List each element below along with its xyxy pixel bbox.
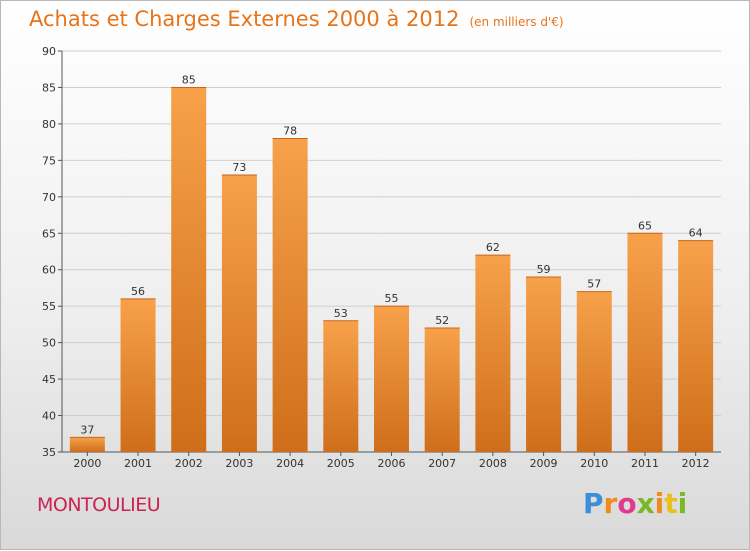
y-tick-label: 80	[42, 118, 56, 131]
y-tick-label: 65	[42, 227, 56, 240]
bar	[120, 298, 156, 452]
bar	[424, 328, 460, 452]
y-tick-label: 40	[42, 410, 56, 423]
value-label: 59	[537, 263, 551, 276]
labels: 37 56 85 73 78 53 55 52 62 59 57 65 64	[80, 73, 702, 436]
x-tick-label: 2001	[124, 457, 152, 470]
bar	[475, 255, 511, 452]
x-tick-label: 2012	[682, 457, 710, 470]
value-label: 85	[182, 73, 196, 86]
value-label: 62	[486, 241, 500, 254]
value-label: 37	[80, 423, 94, 436]
commune-name: MONTOULIEU	[37, 494, 161, 516]
value-label: 55	[385, 292, 399, 305]
bar	[627, 233, 663, 452]
bar	[576, 291, 612, 452]
x-tick-label: 2000	[73, 457, 101, 470]
bar	[221, 174, 257, 453]
x-tick-label: 2002	[175, 457, 203, 470]
y-tick-label: 75	[42, 154, 56, 167]
x-tick-label: 2010	[580, 457, 608, 470]
bar	[69, 437, 105, 452]
x-tick-label: 2005	[327, 457, 355, 470]
value-label: 65	[638, 219, 652, 232]
x-tick-label: 2008	[479, 457, 507, 470]
y-tick-label: 55	[42, 300, 56, 313]
value-label: 78	[283, 124, 297, 137]
chart-title-text: Achats et Charges Externes 2000 à 2012	[29, 7, 460, 31]
bar	[323, 320, 359, 452]
bar	[171, 87, 207, 453]
x-tick-label: 2004	[276, 457, 304, 470]
chart-subtitle: (en milliers d'€)	[469, 15, 564, 29]
x-tick-label: 2011	[631, 457, 659, 470]
value-label: 73	[232, 161, 246, 174]
x-tick-label: 2006	[378, 457, 406, 470]
bar	[678, 240, 714, 452]
bar	[272, 138, 308, 452]
value-label: 53	[334, 307, 348, 320]
chart-title: Achats et Charges Externes 2000 à 2012 (e…	[29, 7, 564, 31]
y-tick-label: 50	[42, 337, 56, 350]
proxiti-logo: Proxiti	[583, 487, 688, 520]
value-label: 56	[131, 285, 145, 298]
y-tick-label: 45	[42, 373, 56, 386]
value-label: 52	[435, 314, 449, 327]
x-tick-label: 2007	[428, 457, 456, 470]
x-tick-label: 2003	[225, 457, 253, 470]
y-tick-label: 35	[42, 446, 56, 459]
value-label: 57	[587, 278, 601, 291]
bars	[69, 86, 714, 453]
y-tick-label: 85	[42, 81, 56, 94]
y-tick-label: 90	[42, 45, 56, 58]
bar	[374, 306, 409, 452]
value-label: 64	[689, 227, 703, 240]
y-tick-label: 70	[42, 191, 56, 204]
x-tick-label: 2009	[530, 457, 558, 470]
y-tick-label: 60	[42, 264, 56, 277]
bar	[526, 277, 562, 452]
